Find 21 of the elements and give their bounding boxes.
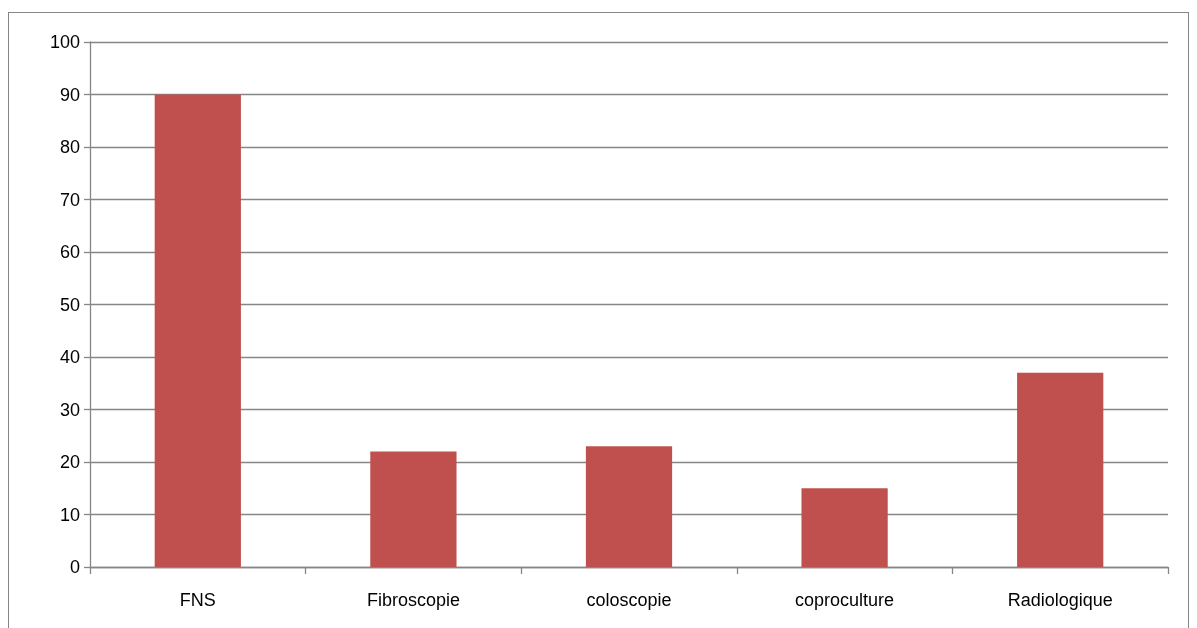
y-tick-label: 60 — [59, 242, 80, 262]
y-tick-label: 0 — [69, 557, 80, 577]
bar — [801, 488, 888, 567]
x-tick-label: Radiologique — [1007, 590, 1113, 610]
y-tick-label: 80 — [59, 137, 80, 157]
x-tick-label: FNS — [179, 590, 216, 610]
y-tick-label: 20 — [59, 452, 80, 472]
y-tick-label: 40 — [59, 347, 80, 367]
y-tick-label: 100 — [49, 32, 80, 52]
y-tick-label: 10 — [59, 504, 80, 525]
x-tick-label: Fibroscopie — [366, 590, 460, 610]
y-tick-label: 50 — [59, 294, 80, 315]
bar — [370, 451, 457, 567]
y-tick-label: 30 — [59, 399, 80, 420]
bar — [1017, 372, 1104, 567]
bar — [585, 446, 673, 567]
y-tick-label: 90 — [59, 84, 80, 105]
bar — [154, 94, 241, 567]
x-tick-label: coproculture — [795, 590, 895, 610]
y-tick-label: 70 — [59, 189, 80, 210]
x-tick-label: coloscopie — [586, 590, 672, 610]
